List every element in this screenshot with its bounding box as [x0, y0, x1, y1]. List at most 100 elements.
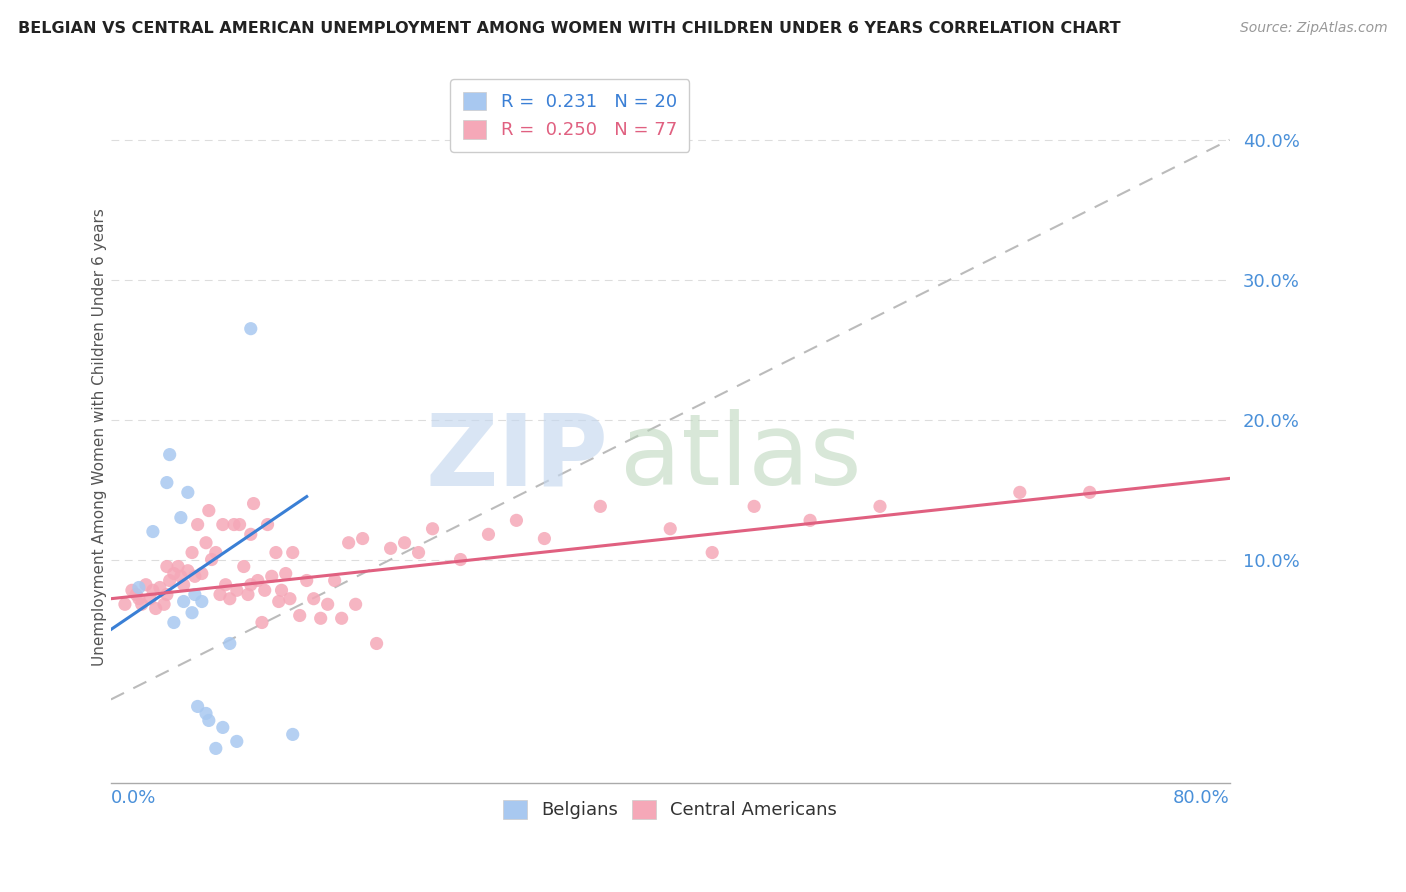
Point	[195, 535, 218, 549]
Point	[163, 615, 186, 630]
Text: BELGIAN VS CENTRAL AMERICAN UNEMPLOYMENT AMONG WOMEN WITH CHILDREN UNDER 6 YEARS: BELGIAN VS CENTRAL AMERICAN UNEMPLOYMENT…	[18, 21, 1121, 37]
Point	[163, 566, 186, 581]
Point	[260, 569, 283, 583]
Text: atlas: atlas	[620, 409, 862, 507]
Point	[278, 591, 301, 606]
Point	[222, 517, 245, 532]
Point	[214, 578, 236, 592]
Point	[135, 578, 157, 592]
Point	[450, 552, 472, 566]
Point	[198, 714, 221, 728]
Point	[187, 517, 209, 532]
Point	[156, 587, 179, 601]
Point	[253, 583, 276, 598]
Point	[799, 513, 821, 527]
Point	[184, 569, 207, 583]
Point	[288, 608, 311, 623]
Point	[128, 581, 150, 595]
Point	[187, 699, 209, 714]
Point	[153, 597, 176, 611]
Point	[156, 559, 179, 574]
Point	[204, 741, 226, 756]
Point	[323, 574, 346, 588]
Point	[121, 583, 143, 598]
Point	[742, 500, 765, 514]
Point	[505, 513, 527, 527]
Point	[145, 601, 167, 615]
Point	[170, 569, 193, 583]
Point	[225, 734, 247, 748]
Point	[352, 532, 374, 546]
Point	[204, 545, 226, 559]
Point	[239, 527, 262, 541]
Point	[218, 636, 240, 650]
Point	[211, 517, 233, 532]
Point	[159, 574, 181, 588]
Point	[114, 597, 136, 611]
Point	[477, 527, 499, 541]
Point	[191, 594, 214, 608]
Point	[239, 321, 262, 335]
Point	[309, 611, 332, 625]
Point	[246, 574, 269, 588]
Point	[142, 583, 165, 598]
Point	[181, 606, 204, 620]
Point	[281, 727, 304, 741]
Point	[184, 587, 207, 601]
Point	[394, 535, 416, 549]
Point	[422, 522, 444, 536]
Text: ZIP: ZIP	[426, 409, 609, 507]
Point	[236, 587, 259, 601]
Point	[128, 591, 150, 606]
Point	[408, 545, 430, 559]
Point	[589, 500, 612, 514]
Point	[139, 591, 162, 606]
Text: 80.0%: 80.0%	[1173, 789, 1229, 807]
Point	[1078, 485, 1101, 500]
Point	[191, 566, 214, 581]
Text: 0.0%: 0.0%	[111, 789, 156, 807]
Point	[295, 574, 318, 588]
Point	[225, 583, 247, 598]
Point	[316, 597, 339, 611]
Point	[659, 522, 682, 536]
Point	[228, 517, 250, 532]
Point	[232, 559, 254, 574]
Point	[167, 559, 190, 574]
Point	[267, 594, 290, 608]
Point	[208, 587, 231, 601]
Point	[173, 594, 195, 608]
Point	[344, 597, 367, 611]
Point	[170, 510, 193, 524]
Point	[201, 552, 224, 566]
Point	[256, 517, 278, 532]
Point	[242, 497, 264, 511]
Point	[264, 545, 287, 559]
Point	[330, 611, 353, 625]
Point	[173, 578, 195, 592]
Point	[198, 503, 221, 517]
Point	[302, 591, 325, 606]
Point	[270, 583, 292, 598]
Point	[702, 545, 724, 559]
Point	[869, 500, 891, 514]
Text: Source: ZipAtlas.com: Source: ZipAtlas.com	[1240, 21, 1388, 36]
Point	[281, 545, 304, 559]
Legend: Belgians, Central Americans: Belgians, Central Americans	[494, 791, 846, 829]
Y-axis label: Unemployment Among Women with Children Under 6 years: Unemployment Among Women with Children U…	[93, 208, 107, 666]
Point	[149, 581, 172, 595]
Point	[218, 591, 240, 606]
Point	[131, 597, 153, 611]
Point	[142, 524, 165, 539]
Point	[337, 535, 360, 549]
Point	[366, 636, 388, 650]
Point	[239, 578, 262, 592]
Point	[195, 706, 218, 721]
Point	[181, 545, 204, 559]
Point	[1008, 485, 1031, 500]
Point	[380, 541, 402, 556]
Point	[177, 564, 200, 578]
Point	[159, 448, 181, 462]
Point	[274, 566, 297, 581]
Point	[533, 532, 555, 546]
